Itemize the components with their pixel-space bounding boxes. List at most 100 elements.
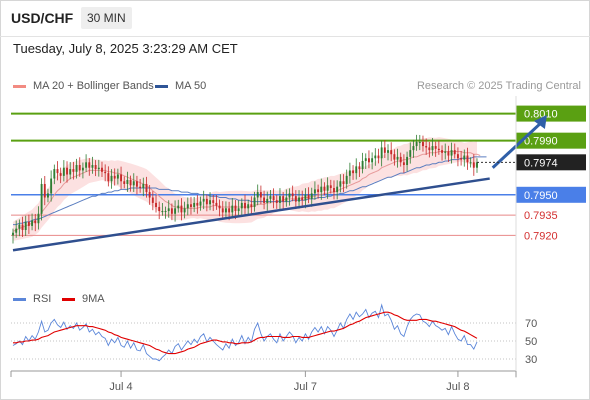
candle xyxy=(428,141,431,158)
candle xyxy=(460,150,463,166)
candle-body xyxy=(387,150,389,153)
candle-body xyxy=(199,201,202,206)
level-label-0.8010: 0.8010 xyxy=(524,109,558,121)
candle xyxy=(431,138,434,156)
candle-body xyxy=(364,158,367,161)
candle-body xyxy=(53,169,56,179)
candle-body xyxy=(323,186,326,191)
level-tag-0.7990 xyxy=(516,132,586,149)
rsi-level-label-30: 30 xyxy=(525,354,537,366)
candle xyxy=(110,169,113,189)
candle xyxy=(406,151,409,172)
candle xyxy=(97,159,100,177)
candle xyxy=(78,157,81,177)
candle xyxy=(116,168,119,185)
candle-body xyxy=(148,192,151,198)
candle-body xyxy=(453,150,456,155)
candle-body xyxy=(15,228,18,233)
header-bar: USD/CHF 30 MIN xyxy=(0,0,590,37)
candle-body xyxy=(399,156,402,163)
candle xyxy=(164,206,167,219)
candle xyxy=(355,158,358,180)
candle xyxy=(212,195,215,211)
candle-body xyxy=(371,158,374,163)
candle-body xyxy=(21,224,24,230)
candle-body xyxy=(139,186,142,189)
candle-body xyxy=(167,208,170,212)
candle-body xyxy=(428,147,431,151)
candle xyxy=(85,154,88,173)
candle-body xyxy=(228,208,231,213)
candle xyxy=(231,198,234,218)
candle xyxy=(21,216,24,237)
level-label-0.7990: 0.7990 xyxy=(524,136,558,148)
candle-body xyxy=(367,158,370,163)
candle xyxy=(59,167,62,184)
candle xyxy=(269,190,272,204)
candle xyxy=(253,191,256,212)
candle xyxy=(263,190,266,210)
candle-body xyxy=(279,196,281,203)
forecast-arrow-head xyxy=(533,114,547,129)
candle xyxy=(380,140,383,167)
candle-body xyxy=(272,196,275,201)
candle-body xyxy=(40,183,43,214)
candle xyxy=(215,195,218,210)
candle-body xyxy=(441,150,443,153)
candle-body xyxy=(104,171,107,174)
candle-body xyxy=(209,200,211,205)
candle-body xyxy=(317,189,320,193)
candle-body xyxy=(380,147,383,159)
trendline xyxy=(12,177,490,252)
candle-body xyxy=(34,220,37,224)
candle xyxy=(66,161,68,183)
candle xyxy=(320,178,323,200)
candle-body xyxy=(333,188,335,193)
candle xyxy=(218,199,221,217)
candle-body xyxy=(186,204,189,209)
candle-body xyxy=(450,150,453,156)
rsi-level-label-50: 50 xyxy=(525,336,537,348)
candle-body xyxy=(476,162,478,168)
candle xyxy=(396,148,399,168)
candle xyxy=(81,162,84,179)
candle xyxy=(250,196,253,216)
ma9-line xyxy=(13,311,478,355)
candle-body xyxy=(164,211,167,213)
candle-body xyxy=(425,146,428,148)
candle xyxy=(148,184,151,205)
forecast-arrow-shaft xyxy=(491,121,542,169)
candle-body xyxy=(177,205,180,209)
candle-body xyxy=(145,183,148,193)
candle-body xyxy=(247,204,250,209)
candle-body xyxy=(266,198,269,203)
candle-body xyxy=(69,169,72,175)
ma9-swatch xyxy=(62,297,75,301)
candle xyxy=(291,185,294,202)
candle-body xyxy=(240,202,243,209)
candle xyxy=(425,138,428,155)
candle xyxy=(50,170,53,202)
candle xyxy=(348,162,351,184)
candle xyxy=(142,177,145,197)
candle-body xyxy=(396,156,399,160)
level-label-0.7950: 0.7950 xyxy=(524,190,558,202)
timeframe-badge[interactable]: 30 MIN xyxy=(81,7,132,29)
candle xyxy=(336,180,339,200)
candle-body xyxy=(120,174,123,182)
candle-body xyxy=(469,162,472,164)
candle xyxy=(196,195,199,214)
candle-body xyxy=(18,224,21,229)
candle xyxy=(244,194,246,216)
candle xyxy=(69,162,72,180)
legend-ma9: 9MA xyxy=(62,293,105,305)
candle-body xyxy=(348,170,351,176)
rsi-level-label-70: 70 xyxy=(525,318,537,330)
candle-body xyxy=(253,197,256,207)
candle-body xyxy=(422,142,424,147)
candle xyxy=(62,160,65,182)
candle-body xyxy=(27,221,30,226)
candle-body xyxy=(43,183,46,198)
candle-body xyxy=(285,197,288,202)
